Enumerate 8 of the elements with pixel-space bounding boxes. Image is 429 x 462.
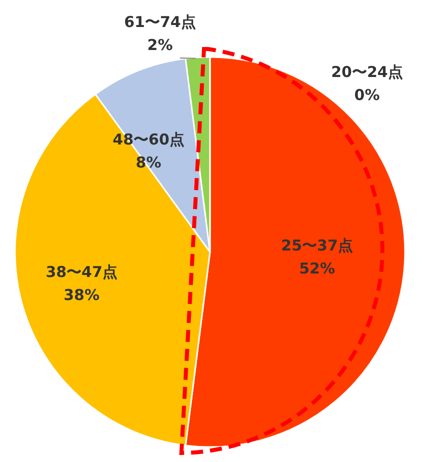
data-label: 38%: [64, 286, 100, 304]
category-label: 20〜24点: [331, 63, 403, 81]
slice-label: 25〜37点: [281, 236, 353, 255]
text: 0%: [354, 86, 380, 104]
data-label: 2%: [147, 36, 173, 54]
slice-label: 61〜74点: [124, 13, 196, 31]
slice-label: 38〜47点: [46, 262, 118, 281]
data-label: 52%: [299, 260, 335, 278]
